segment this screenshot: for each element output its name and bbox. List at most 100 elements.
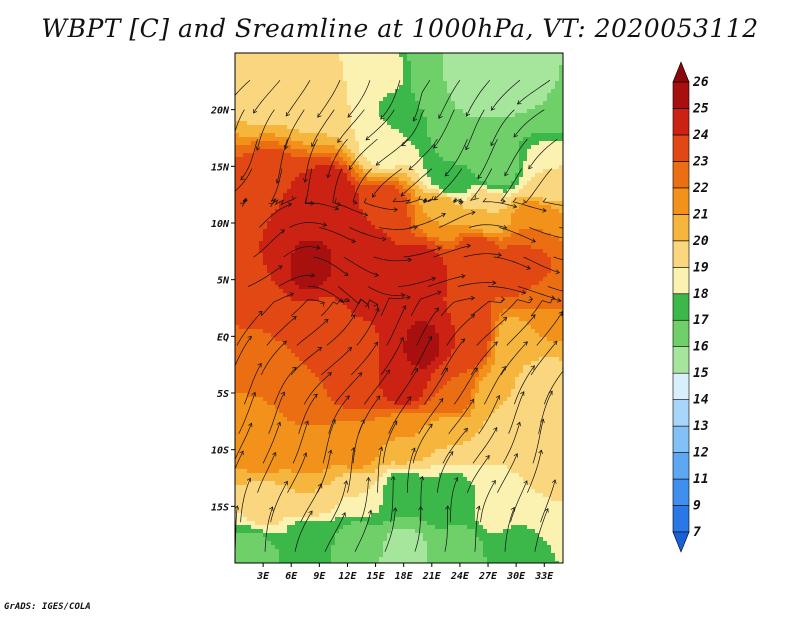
field-cell <box>555 249 560 254</box>
field-cell <box>543 269 548 274</box>
field-cell <box>363 173 368 178</box>
field-cell <box>335 213 340 218</box>
field-cell <box>523 293 528 298</box>
field-cell <box>359 121 364 126</box>
field-cell <box>311 285 316 290</box>
field-cell <box>427 237 432 242</box>
field-cell <box>291 141 296 146</box>
field-cell <box>411 209 416 214</box>
field-cell <box>351 273 356 278</box>
field-cell <box>463 253 468 258</box>
field-cell <box>383 57 388 62</box>
field-cell <box>487 61 492 66</box>
field-cell <box>363 105 368 110</box>
field-cell <box>495 141 500 146</box>
field-cell <box>355 217 360 222</box>
field-cell <box>359 165 364 170</box>
field-cell <box>551 225 556 230</box>
field-cell <box>483 141 488 146</box>
field-cell <box>495 289 500 294</box>
field-cell <box>335 53 340 58</box>
field-cell <box>535 125 540 130</box>
field-cell <box>255 233 260 238</box>
field-cell <box>343 53 348 58</box>
field-cell <box>427 141 432 146</box>
field-cell <box>331 193 336 198</box>
field-cell <box>527 165 532 170</box>
field-cell <box>299 101 304 106</box>
field-cell <box>299 289 304 294</box>
field-cell <box>287 289 292 294</box>
field-cell <box>263 133 268 138</box>
field-cell <box>383 97 388 102</box>
field-cell <box>339 141 344 146</box>
field-cell <box>351 93 356 98</box>
field-cell <box>343 105 348 110</box>
field-cell <box>267 209 272 214</box>
field-cell <box>531 249 536 254</box>
field-cell <box>279 217 284 222</box>
field-cell <box>311 165 316 170</box>
field-cell <box>459 289 464 294</box>
field-cell <box>547 249 552 254</box>
field-cell <box>547 89 552 94</box>
field-cell <box>271 277 276 282</box>
field-cell <box>255 245 260 250</box>
field-cell <box>443 245 448 250</box>
field-cell <box>503 117 508 122</box>
field-cell <box>439 273 444 278</box>
field-cell <box>459 149 464 154</box>
field-cell <box>455 221 460 226</box>
field-cell <box>379 169 384 174</box>
field-cell <box>375 245 380 250</box>
field-cell <box>471 189 476 194</box>
field-cell <box>235 185 240 190</box>
field-cell <box>275 225 280 230</box>
field-cell <box>283 73 288 78</box>
field-cell <box>499 81 504 86</box>
field-cell <box>315 149 320 154</box>
field-cell <box>515 145 520 150</box>
field-cell <box>431 149 436 154</box>
field-cell <box>515 277 520 282</box>
field-cell <box>539 109 544 114</box>
field-cell <box>411 65 416 70</box>
field-cell <box>375 201 380 206</box>
field-cell <box>451 85 456 90</box>
field-cell <box>527 65 532 70</box>
field-cell <box>411 229 416 234</box>
field-cell <box>551 197 556 202</box>
field-cell <box>479 121 484 126</box>
field-cell <box>515 217 520 222</box>
field-cell <box>299 205 304 210</box>
field-cell <box>351 209 356 214</box>
field-cell <box>323 169 328 174</box>
field-cell <box>243 177 248 182</box>
field-cell <box>383 217 388 222</box>
field-cell <box>483 277 488 282</box>
field-cell <box>259 273 264 278</box>
field-cell <box>423 173 428 178</box>
field-cell <box>327 221 332 226</box>
field-cell <box>471 293 476 298</box>
field-cell <box>547 149 552 154</box>
field-cell <box>251 69 256 74</box>
field-cell <box>503 73 508 78</box>
field-cell <box>347 161 352 166</box>
field-cell <box>251 169 256 174</box>
field-cell <box>539 85 544 90</box>
field-cell <box>471 257 476 262</box>
field-cell <box>479 109 484 114</box>
field-cell <box>255 169 260 174</box>
field-cell <box>335 173 340 178</box>
field-cell <box>451 273 456 278</box>
field-cell <box>419 57 424 62</box>
field-cell <box>279 97 284 102</box>
field-cell <box>383 293 388 298</box>
field-cell <box>283 153 288 158</box>
field-cell <box>459 293 464 298</box>
field-cell <box>427 281 432 286</box>
field-cell <box>307 221 312 226</box>
field-cell <box>371 273 376 278</box>
field-cell <box>403 261 408 266</box>
